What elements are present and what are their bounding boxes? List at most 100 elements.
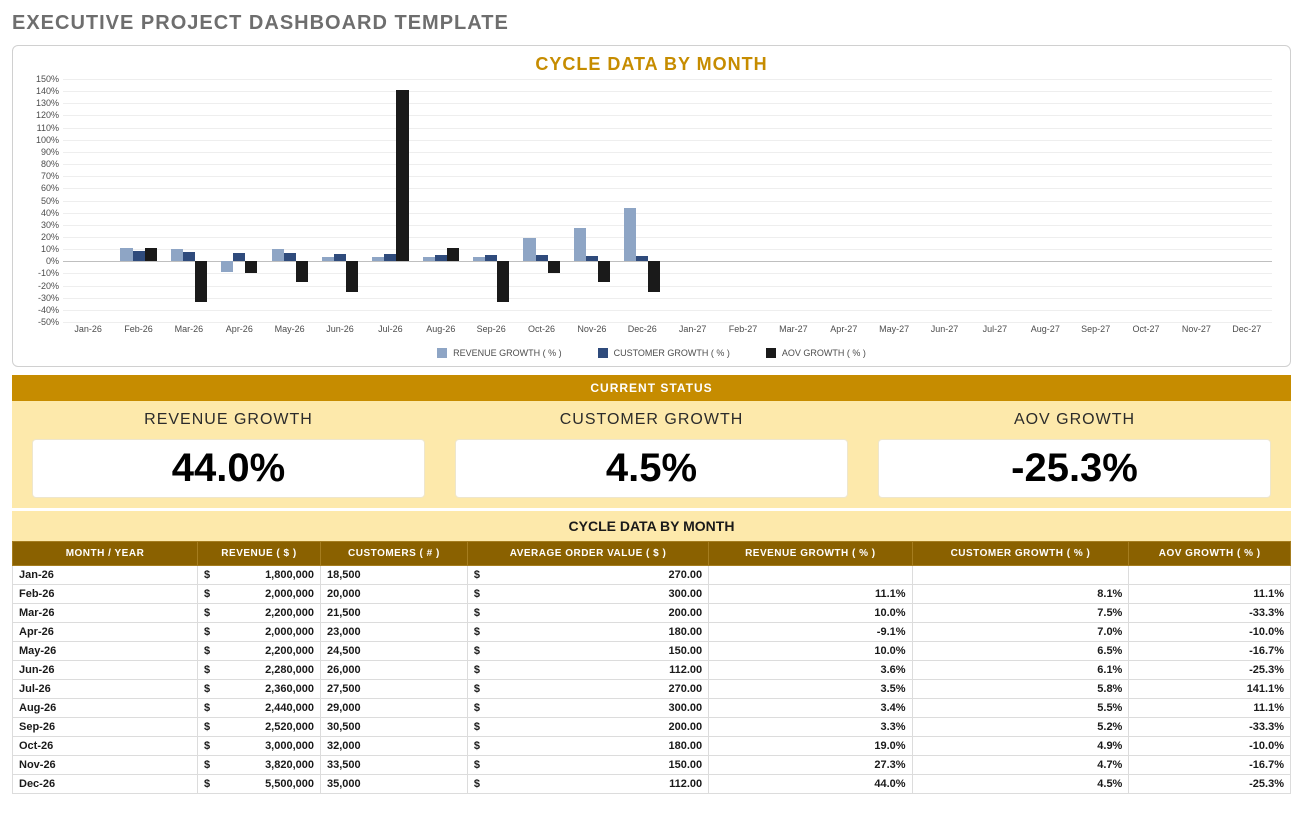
y-tick-label: 60% [23, 183, 59, 193]
x-tick-label: Oct-27 [1133, 324, 1160, 334]
table-cell: $112.00 [467, 661, 708, 680]
legend-item: AOV GROWTH ( % ) [766, 348, 866, 358]
table-cell: 7.5% [912, 604, 1129, 623]
metric-card: CUSTOMER GROWTH4.5% [455, 411, 848, 498]
x-tick-label: Jul-27 [983, 324, 1008, 334]
metric-value: -25.3% [878, 439, 1271, 498]
table-cell: $3,000,000 [198, 737, 321, 756]
table-row: Aug-26$2,440,00029,000$300.003.4%5.5%11.… [13, 699, 1291, 718]
table-cell: $2,520,000 [198, 718, 321, 737]
x-tick-label: Jan-26 [74, 324, 102, 334]
x-tick-label: Aug-27 [1031, 324, 1060, 334]
table-cell: $150.00 [467, 642, 708, 661]
table-cell: 24,500 [321, 642, 468, 661]
bar [624, 208, 636, 261]
bar [548, 261, 560, 273]
table-cell: 19.0% [709, 737, 912, 756]
x-tick-label: Nov-26 [577, 324, 606, 334]
table-cell: $150.00 [467, 756, 708, 775]
table-body: Jan-26$1,800,00018,500$270.00Feb-26$2,00… [13, 566, 1291, 794]
bar [384, 254, 396, 261]
x-tick-label: Dec-26 [628, 324, 657, 334]
bar [221, 261, 233, 272]
table-cell: 33,500 [321, 756, 468, 775]
table-cell: 4.5% [912, 775, 1129, 794]
table-cell: $2,200,000 [198, 604, 321, 623]
legend-label: REVENUE GROWTH ( % ) [453, 348, 562, 358]
table-row: Apr-26$2,000,00023,000$180.00-9.1%7.0%-1… [13, 623, 1291, 642]
y-tick-label: 150% [23, 74, 59, 84]
table-cell: Aug-26 [13, 699, 198, 718]
table-cell: 10.0% [709, 604, 912, 623]
table-cell: $270.00 [467, 566, 708, 585]
metric-card: AOV GROWTH-25.3% [878, 411, 1271, 498]
legend-swatch [766, 348, 776, 358]
table-cell: 23,000 [321, 623, 468, 642]
table-cell: $300.00 [467, 585, 708, 604]
legend-item: CUSTOMER GROWTH ( % ) [598, 348, 730, 358]
table-column-header: REVENUE GROWTH ( % ) [709, 542, 912, 566]
table-cell: Dec-26 [13, 775, 198, 794]
bar [183, 252, 195, 261]
table-cell: -9.1% [709, 623, 912, 642]
y-tick-label: 100% [23, 135, 59, 145]
table-column-header: CUSTOMERS ( # ) [321, 542, 468, 566]
bar [322, 257, 334, 261]
table-cell: $180.00 [467, 623, 708, 642]
x-tick-label: Sep-26 [477, 324, 506, 334]
bar [284, 253, 296, 261]
y-tick-label: -10% [23, 268, 59, 278]
table-row: Mar-26$2,200,00021,500$200.0010.0%7.5%-3… [13, 604, 1291, 623]
x-tick-label: May-27 [879, 324, 909, 334]
table-row: May-26$2,200,00024,500$150.0010.0%6.5%-1… [13, 642, 1291, 661]
x-tick-label: Jan-27 [679, 324, 707, 334]
chart-card: CYCLE DATA BY MONTH Jan-26Feb-26Mar-26Ap… [12, 45, 1291, 367]
table-row: Oct-26$3,000,00032,000$180.0019.0%4.9%-1… [13, 737, 1291, 756]
y-tick-label: 70% [23, 171, 59, 181]
table-cell: 32,000 [321, 737, 468, 756]
table-cell: -16.7% [1129, 642, 1291, 661]
bar [296, 261, 308, 281]
y-tick-label: 20% [23, 232, 59, 242]
table-cell: Jan-26 [13, 566, 198, 585]
y-tick-label: 130% [23, 98, 59, 108]
table-cell: Jul-26 [13, 680, 198, 699]
bar [334, 254, 346, 261]
metric-value: 44.0% [32, 439, 425, 498]
table-column-header: REVENUE ( $ ) [198, 542, 321, 566]
bar [586, 256, 598, 262]
x-tick-label: Aug-26 [426, 324, 455, 334]
table-row: Jul-26$2,360,00027,500$270.003.5%5.8%141… [13, 680, 1291, 699]
table-cell: 3.6% [709, 661, 912, 680]
table-head: MONTH / YEARREVENUE ( $ )CUSTOMERS ( # )… [13, 542, 1291, 566]
table-cell: 26,000 [321, 661, 468, 680]
table-row: Nov-26$3,820,00033,500$150.0027.3%4.7%-1… [13, 756, 1291, 775]
y-tick-label: 30% [23, 220, 59, 230]
table-cell: -25.3% [1129, 775, 1291, 794]
table-cell: 8.1% [912, 585, 1129, 604]
table-cell: 30,500 [321, 718, 468, 737]
table-cell: -10.0% [1129, 737, 1291, 756]
bar [272, 249, 284, 261]
table-cell: Sep-26 [13, 718, 198, 737]
table-row: Sep-26$2,520,00030,500$200.003.3%5.2%-33… [13, 718, 1291, 737]
status-body: REVENUE GROWTH44.0%CUSTOMER GROWTH4.5%AO… [12, 401, 1291, 508]
table-cell: 11.1% [709, 585, 912, 604]
legend-label: AOV GROWTH ( % ) [782, 348, 866, 358]
bar [523, 238, 535, 261]
table-row: Jan-26$1,800,00018,500$270.00 [13, 566, 1291, 585]
x-tick-label: Apr-26 [226, 324, 253, 334]
bar [497, 261, 509, 301]
table-row: Feb-26$2,000,00020,000$300.0011.1%8.1%11… [13, 585, 1291, 604]
x-tick-label: Feb-27 [729, 324, 758, 334]
table-cell: $112.00 [467, 775, 708, 794]
table-cell: 5.8% [912, 680, 1129, 699]
bar [636, 256, 648, 261]
table-cell: 44.0% [709, 775, 912, 794]
table-cell: 4.7% [912, 756, 1129, 775]
chart-title: CYCLE DATA BY MONTH [23, 54, 1280, 75]
x-tick-label: Apr-27 [830, 324, 857, 334]
table-cell: 18,500 [321, 566, 468, 585]
table-cell [1129, 566, 1291, 585]
metric-value: 4.5% [455, 439, 848, 498]
